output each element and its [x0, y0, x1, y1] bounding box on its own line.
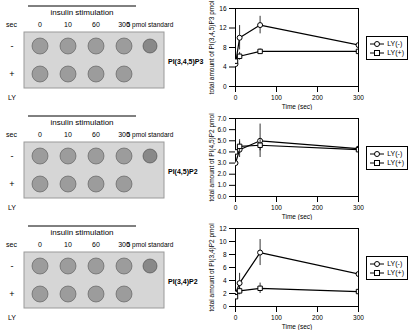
svg-text:total amount of PI(4,5)P2 pmol: total amount of PI(4,5)P2 pmol [208, 113, 216, 202]
svg-text:10: 10 [64, 131, 72, 138]
svg-text:Time (sec): Time (sec) [282, 103, 312, 111]
svg-text:LY: LY [8, 314, 16, 321]
svg-text:0: 0 [223, 303, 227, 310]
svg-text:12: 12 [219, 225, 227, 232]
svg-text:6: 6 [223, 264, 227, 271]
html-text:LY(-): LY(-) [387, 260, 403, 267]
svg-text:10: 10 [219, 238, 227, 245]
svg-text:100: 100 [271, 314, 282, 321]
svg-text:Time (sec): Time (sec) [282, 213, 312, 221]
svg-text:1.0: 1.0 [217, 181, 226, 188]
svg-text:300: 300 [118, 131, 130, 138]
svg-text:8: 8 [223, 251, 227, 258]
svg-text:5.0: 5.0 [217, 137, 226, 144]
svg-text:sec: sec [6, 131, 17, 138]
svg-text:200: 200 [312, 314, 323, 321]
svg-text:200: 200 [312, 94, 323, 101]
svg-text:0: 0 [223, 83, 227, 90]
svg-text:4.0: 4.0 [217, 148, 226, 155]
svg-text:0: 0 [234, 94, 238, 101]
html-text:LY(+): LY(+) [387, 269, 404, 276]
svg-text:Time (sec): Time (sec) [282, 323, 312, 331]
svg-text:0: 0 [38, 241, 42, 248]
svg-text:300: 300 [118, 21, 130, 28]
svg-text:0: 0 [38, 21, 42, 28]
svg-text:total amount of PI(3,4)P2 pmol: total amount of PI(3,4)P2 pmol [208, 223, 216, 312]
svg-text:0: 0 [234, 204, 238, 211]
svg-text:5 pmol standard: 5 pmol standard [127, 241, 174, 249]
svg-text:4: 4 [223, 63, 227, 70]
svg-text:insulin stimulation: insulin stimulation [50, 8, 113, 17]
svg-text:100: 100 [271, 204, 282, 211]
svg-text:+: + [9, 179, 14, 189]
svg-text:200: 200 [312, 204, 323, 211]
html-text:LY(-): LY(-) [387, 150, 403, 157]
svg-text:+: + [9, 289, 14, 299]
svg-text:2.0: 2.0 [217, 170, 226, 177]
svg-text:-: - [11, 151, 14, 161]
svg-text:+: + [9, 69, 14, 79]
svg-text:sec: sec [6, 21, 17, 28]
svg-text:0: 0 [38, 131, 42, 138]
svg-text:-: - [11, 261, 14, 271]
svg-text:LY: LY [8, 94, 16, 101]
svg-text:PI(4,5)P2: PI(4,5)P2 [168, 168, 198, 176]
svg-text:3.0: 3.0 [217, 159, 226, 166]
svg-text:0.0: 0.0 [217, 193, 226, 200]
svg-text:10: 10 [64, 21, 72, 28]
svg-text:total amount of PI(3,4,5)P3 pm: total amount of PI(3,4,5)P3 pmol [208, 0, 216, 94]
html-text:LY(-): LY(-) [387, 40, 403, 47]
svg-text:5 pmol standard: 5 pmol standard [127, 21, 174, 29]
svg-text:60: 60 [92, 241, 100, 248]
svg-text:insulin stimulation: insulin stimulation [50, 228, 113, 237]
svg-text:sec: sec [6, 241, 17, 248]
svg-text:0: 0 [234, 314, 238, 321]
svg-text:PI(3,4,5)P3: PI(3,4,5)P3 [168, 58, 204, 66]
svg-text:10: 10 [64, 241, 72, 248]
svg-text:16: 16 [219, 5, 227, 12]
html-text:LY(+): LY(+) [387, 49, 404, 56]
svg-text:6.0: 6.0 [217, 126, 226, 133]
svg-text:60: 60 [92, 21, 100, 28]
svg-text:-: - [11, 41, 14, 51]
svg-text:8: 8 [223, 44, 227, 51]
html-text:LY(+): LY(+) [387, 159, 404, 166]
svg-text:5 pmol standard: 5 pmol standard [127, 131, 174, 139]
svg-text:60: 60 [92, 131, 100, 138]
svg-text:300: 300 [118, 241, 130, 248]
svg-text:LY: LY [8, 204, 16, 211]
svg-text:insulin stimulation: insulin stimulation [50, 118, 113, 127]
svg-text:300: 300 [353, 204, 364, 211]
svg-text:300: 300 [353, 314, 364, 321]
svg-text:300: 300 [353, 94, 364, 101]
svg-text:2: 2 [223, 290, 227, 297]
svg-text:12: 12 [219, 24, 227, 31]
svg-text:4: 4 [223, 277, 227, 284]
svg-text:100: 100 [271, 94, 282, 101]
svg-text:7.0: 7.0 [217, 115, 226, 122]
svg-text:PI(3,4)P2: PI(3,4)P2 [168, 278, 198, 286]
